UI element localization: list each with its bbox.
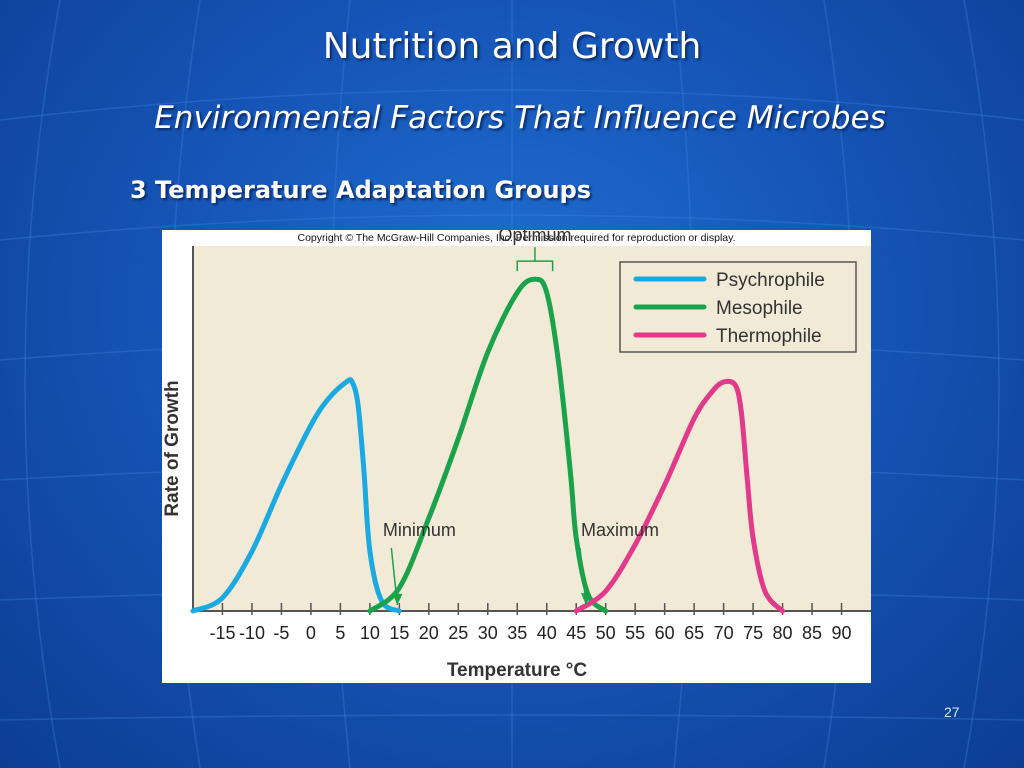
legend-label-psychrophile: Psychrophile: [716, 270, 825, 291]
legend-label-thermophile: Thermophile: [716, 326, 822, 347]
temperature-growth-chart: -15 -10 -5 0 5 10 15 20 25 30 35 40 45 50 55 60 65 70 75 80…: [162, 230, 871, 681]
x-tick-label: 65: [684, 623, 704, 643]
series-line-psychrophile: [190, 377, 402, 614]
annotation-maximum-arrowhead: [581, 593, 592, 605]
x-tick-label: 25: [448, 623, 468, 643]
x-tick-label: 50: [596, 623, 616, 643]
slide-heading: 3 Temperature Adaptation Groups: [130, 176, 592, 204]
x-tick-label: 10: [360, 623, 380, 643]
x-tick-label: 30: [478, 623, 498, 643]
x-tick-label: 5: [335, 623, 345, 643]
annotation-minimum: Minimum: [383, 520, 456, 540]
series-line-mesophile: [367, 276, 609, 614]
x-tick-label: 80: [773, 623, 793, 643]
annotation-maximum: Maximum: [581, 520, 659, 540]
legend-label-mesophile: Mesophile: [716, 298, 803, 319]
x-tick-label: 55: [625, 623, 645, 643]
x-axis-label: Temperature °C: [447, 660, 588, 681]
x-tick-label: -10: [239, 623, 265, 643]
x-tick-label: 45: [566, 623, 586, 643]
annotation-optimum: Optimum: [498, 230, 571, 245]
chart-figure: Copyright © The McGraw-Hill Companies, I…: [162, 230, 871, 683]
x-tick-label: 20: [419, 623, 439, 643]
slide-number: 27: [944, 704, 960, 720]
copyright-notice: Copyright © The McGraw-Hill Companies, I…: [297, 232, 736, 244]
slide-subtitle: Environmental Factors That Influence Mic…: [154, 100, 886, 136]
x-tick-label: 90: [832, 623, 852, 643]
x-tick-label: 60: [655, 623, 675, 643]
x-tick-label: 15: [389, 623, 409, 643]
x-tick-label: -5: [273, 623, 289, 643]
x-tick-label: -15: [209, 623, 235, 643]
annotation-minimum-arrowhead: [392, 593, 403, 605]
y-axis-label: Rate of Growth: [162, 380, 183, 516]
x-tick-label: 0: [306, 623, 316, 643]
x-tick-label: 40: [537, 623, 557, 643]
x-tick-label: 85: [802, 623, 822, 643]
x-tick-label: 70: [714, 623, 734, 643]
series-line-thermophile: [573, 378, 786, 614]
optimum-bracket: [516, 247, 554, 272]
slide-title: Nutrition and Growth: [322, 26, 702, 67]
x-tick-label: 35: [507, 623, 527, 643]
x-tick-label: 75: [743, 623, 763, 643]
